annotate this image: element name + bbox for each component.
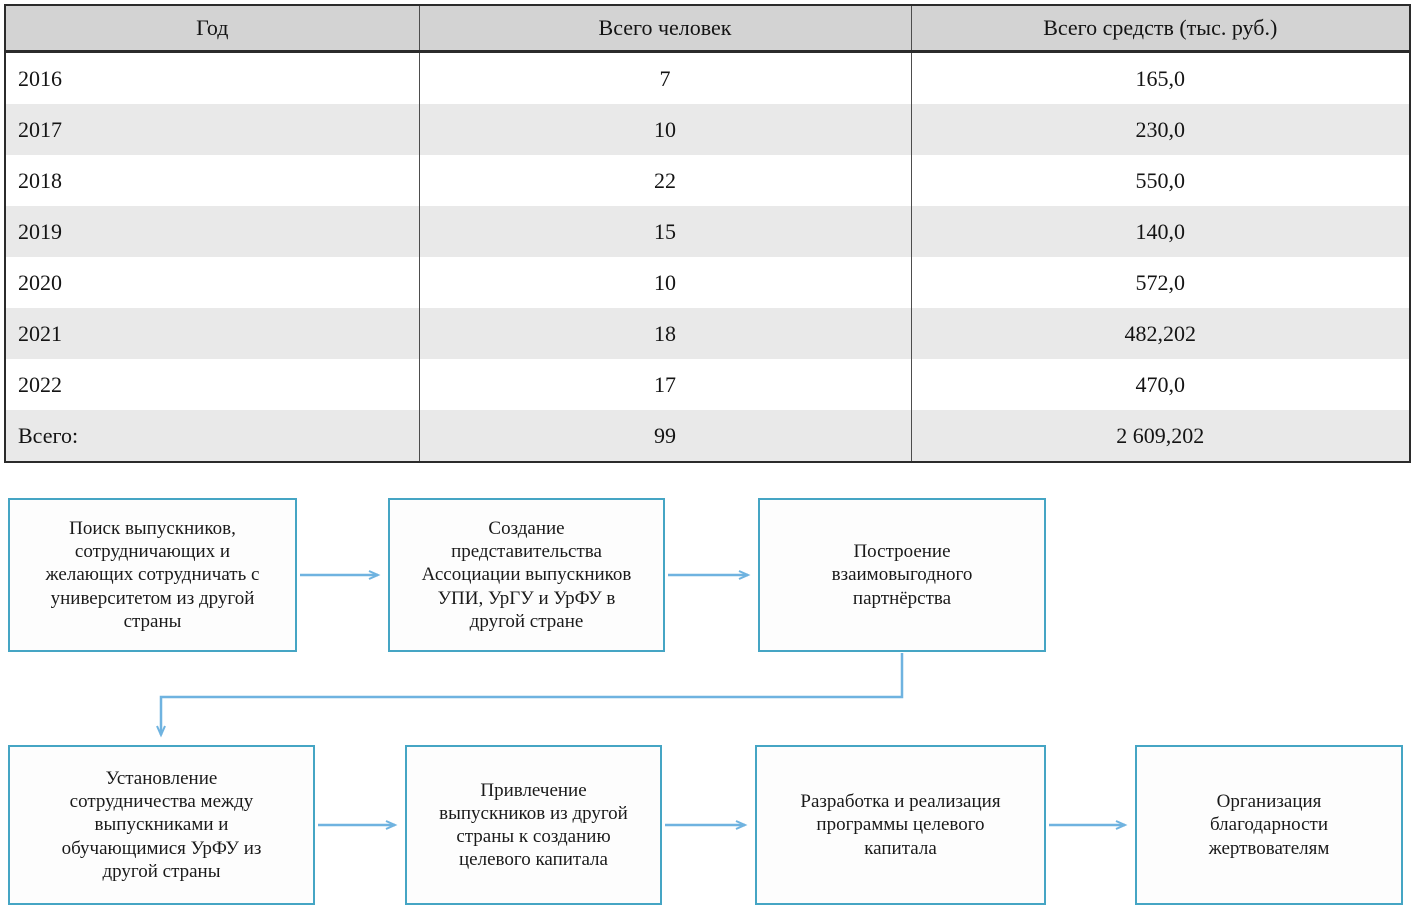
flowchart-box-7: Организация благодарности жертвователям xyxy=(1135,745,1403,905)
year-cell: 2019 xyxy=(18,218,62,244)
table-row: 2022 17 470,0 xyxy=(5,359,1410,410)
flowchart-box-5: Привлечение выпускников из другой страны… xyxy=(405,745,662,905)
table-row: 2016 7 165,0 xyxy=(5,51,1410,104)
col-header-year: Год xyxy=(5,5,419,53)
table-row: 2017 10 230,0 xyxy=(5,104,1410,155)
col-header-funds: Всего средств (тыс. руб.) xyxy=(910,5,1410,53)
total-people-cell: 99 xyxy=(418,410,911,462)
flowchart-box-1: Поиск выпускников, сотрудничающих и жела… xyxy=(8,498,297,652)
total-label-cell: Всего: xyxy=(18,422,79,448)
flowchart-box-6: Разработка и реализация программы целево… xyxy=(755,745,1046,905)
flowchart-box-4: Установление сотрудничества между выпуск… xyxy=(8,745,315,905)
people-cell: 22 xyxy=(418,155,911,206)
people-cell: 17 xyxy=(418,359,911,410)
flowchart-box-2: Создание представительства Ассоциации вы… xyxy=(388,498,665,652)
year-cell: 2018 xyxy=(18,167,62,193)
funds-cell: 230,0 xyxy=(910,104,1410,155)
table-header-row: Год Всего человек Всего средств (тыс. ру… xyxy=(5,5,1410,53)
summary-table: Год Всего человек Всего средств (тыс. ру… xyxy=(4,4,1411,463)
people-cell: 18 xyxy=(418,308,911,359)
people-cell: 7 xyxy=(418,51,911,104)
funds-cell: 550,0 xyxy=(910,155,1410,206)
people-cell: 10 xyxy=(418,104,911,155)
flowchart-box-3: Построение взаимовыгодного партнёрства xyxy=(758,498,1046,652)
col-header-people: Всего человек xyxy=(418,5,911,53)
table-row: 2018 22 550,0 xyxy=(5,155,1410,206)
year-cell: 2022 xyxy=(18,371,62,397)
people-cell: 10 xyxy=(418,257,911,308)
table-row: 2020 10 572,0 xyxy=(5,257,1410,308)
year-cell: 2016 xyxy=(18,65,62,91)
elbow-connector-box3-box4 xyxy=(156,653,904,738)
table-row: 2019 15 140,0 xyxy=(5,206,1410,257)
funds-cell: 482,202 xyxy=(910,308,1410,359)
table-row: 2021 18 482,202 xyxy=(5,308,1410,359)
funds-cell: 572,0 xyxy=(910,257,1410,308)
funds-cell: 470,0 xyxy=(910,359,1410,410)
total-funds-cell: 2 609,202 xyxy=(910,410,1410,462)
funds-cell: 165,0 xyxy=(910,51,1410,104)
people-cell: 15 xyxy=(418,206,911,257)
funds-cell: 140,0 xyxy=(910,206,1410,257)
year-cell: 2017 xyxy=(18,116,62,142)
year-cell: 2020 xyxy=(18,269,62,295)
table-total-row: Всего: 99 2 609,202 xyxy=(5,410,1410,462)
year-cell: 2021 xyxy=(18,320,62,346)
